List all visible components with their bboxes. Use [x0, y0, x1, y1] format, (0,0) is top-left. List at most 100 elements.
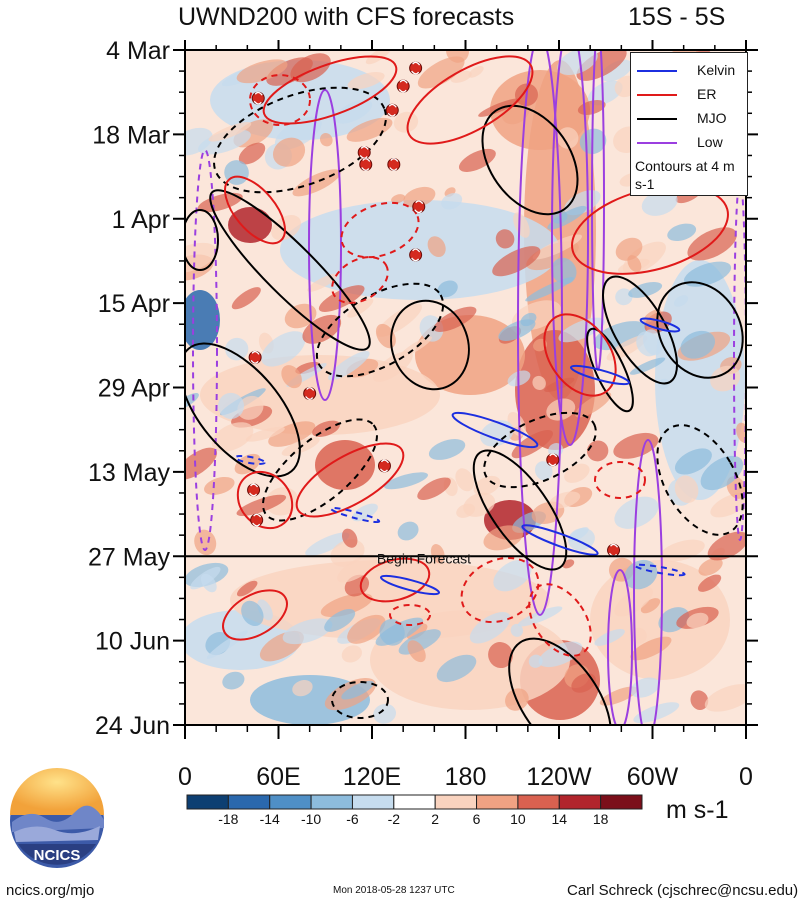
field-speckle [271, 215, 301, 241]
field-speckle [667, 223, 697, 242]
field-speckle [281, 365, 302, 389]
field-blob [185, 290, 220, 350]
field-speckle [636, 331, 660, 357]
field-speckle [241, 600, 264, 627]
storm-symbols [247, 61, 621, 557]
legend-swatch-kelvin [637, 70, 677, 72]
field-speckle [319, 133, 333, 147]
field-speckle [615, 288, 633, 306]
storm-symbol [303, 387, 317, 401]
footer-site-link[interactable]: ncics.org/mjo [6, 882, 95, 899]
field-speckle [458, 148, 496, 172]
field-speckle [397, 521, 419, 541]
storm-symbol [247, 483, 261, 497]
contour-line [472, 449, 568, 571]
legend-entry-er: ER [631, 85, 747, 105]
storm-symbol-swirl [252, 513, 262, 527]
field-speckle [480, 420, 514, 447]
field-speckle [393, 111, 419, 133]
contour-line [451, 411, 539, 449]
contour-line [586, 327, 634, 413]
field-speckle [510, 623, 524, 637]
contour-line [634, 563, 686, 577]
colorbar-swatch [269, 794, 312, 810]
field-speckle [406, 623, 428, 640]
contour-line [222, 589, 288, 641]
field-blob [315, 440, 375, 490]
contour-line [262, 55, 398, 125]
contour-line [340, 201, 420, 259]
field-speckle [185, 447, 218, 480]
field-speckle [403, 186, 436, 208]
field-speckle [307, 273, 338, 292]
field-speckle [698, 557, 723, 576]
field-speckle [483, 525, 523, 551]
field-speckle [736, 422, 746, 443]
contour-line [594, 461, 646, 499]
field-speckle [261, 331, 306, 367]
storm-symbol [396, 79, 410, 93]
storm-symbol-swirl [361, 158, 371, 171]
field-speckle [352, 503, 378, 522]
y-axis: 4 Mar 18 Mar 1 Apr 15 Apr 29 Apr 13 May 27 May… [88, 37, 758, 740]
field-speckle [204, 476, 235, 495]
contour-line [517, 50, 563, 616]
colorbar: -18 -14 -10 -6 -2 2 6 10 14 18 [186, 794, 643, 827]
contour-line [607, 569, 633, 725]
chart-title: UWND200 with CFS forecasts [178, 3, 515, 31]
field-speckle [628, 282, 663, 298]
contour-line [224, 175, 286, 245]
field-speckle [586, 440, 609, 462]
storm-symbol-swirl [379, 459, 389, 473]
x-tick-label: 120E [343, 763, 401, 791]
field-speckle [337, 554, 378, 583]
y-tick-label: 24 Jun [95, 712, 170, 740]
footer-author: Carl Schreck (cjschrec@ncsu.edu) [567, 882, 799, 899]
legend-swatch-low [637, 142, 677, 144]
contour-line [262, 418, 378, 522]
field-speckle [218, 392, 245, 419]
contour-line [209, 189, 371, 351]
contour-line [236, 470, 294, 530]
colorbar-swatch [227, 794, 271, 810]
legend-label-mjo: MJO [697, 110, 727, 126]
legend-label-low: Low [697, 134, 723, 150]
contour-line [213, 86, 387, 194]
contour-line [315, 282, 445, 378]
contour-line [390, 299, 470, 391]
colorbar-level-label: -14 [260, 811, 280, 827]
field-speckle [347, 298, 374, 318]
y-tick-label: 27 May [88, 543, 170, 571]
legend-entry-low: Low [631, 133, 747, 153]
field-speckle [185, 242, 217, 274]
x-tick-label: 0 [739, 763, 753, 791]
field-speckle [200, 573, 217, 593]
field-speckle [334, 99, 373, 124]
contour-line [234, 455, 266, 465]
storm-symbol-swirl [387, 103, 397, 117]
contour-line [308, 89, 342, 401]
field-speckle [601, 59, 633, 82]
field-speckle [234, 453, 261, 475]
field-speckle [373, 703, 397, 724]
field-speckle [437, 280, 458, 298]
field-speckle [266, 57, 313, 86]
x-tick-label: 60W [627, 763, 679, 791]
x-tick-label: 180 [445, 763, 487, 791]
contour-line [633, 439, 663, 725]
storm-symbol-swirl [253, 91, 263, 105]
field-speckle [284, 303, 317, 329]
field-speckle [690, 690, 709, 711]
storm-symbol-swirl [398, 79, 408, 93]
contour-line [481, 104, 579, 216]
ncics-logo: NCICS [10, 768, 104, 868]
field-speckle [341, 680, 374, 700]
field-speckle [347, 72, 385, 90]
x-tick-label: 60E [256, 763, 300, 791]
colorbar-level-label: -2 [388, 811, 401, 827]
colorbar-level-label: 18 [593, 811, 609, 827]
field-speckle [341, 528, 358, 548]
field-speckle [686, 612, 709, 629]
storm-symbol-swirl [414, 200, 424, 214]
field-speckle [446, 50, 469, 63]
